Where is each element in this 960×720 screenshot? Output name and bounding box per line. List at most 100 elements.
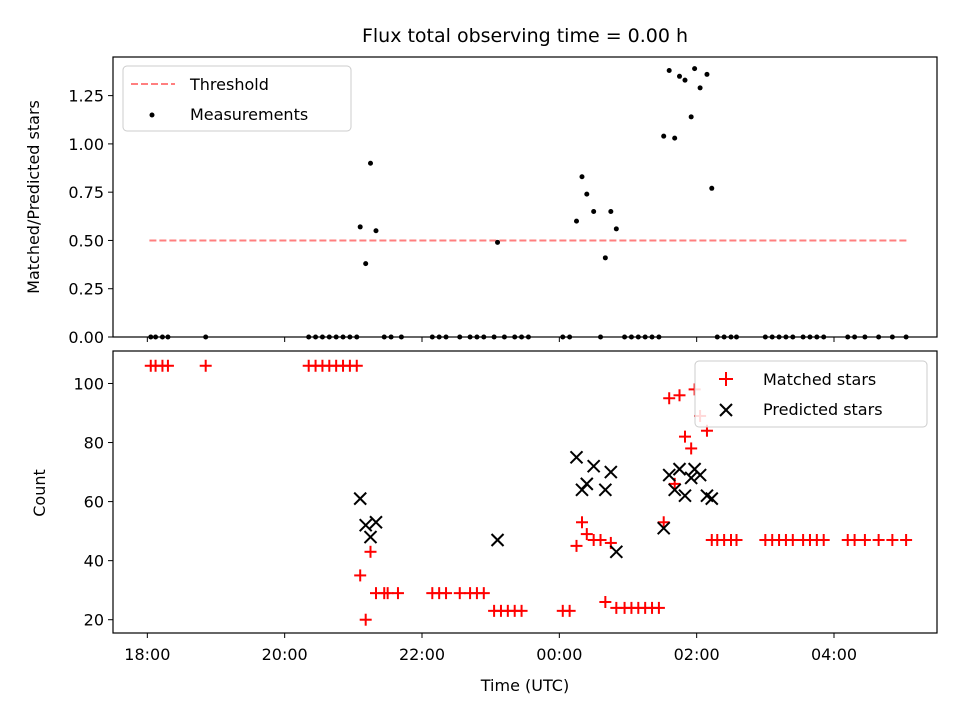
matched-stars-point xyxy=(364,545,377,558)
top-y-tick-label: 1.25 xyxy=(68,87,104,106)
measurements-point xyxy=(709,185,715,191)
measurements-legend-label: Measurements xyxy=(190,105,308,124)
predicted-stars-point xyxy=(662,468,676,482)
matched-stars-point xyxy=(663,392,676,405)
top-y-tick-label: 0.75 xyxy=(68,183,104,202)
measurements-point xyxy=(373,228,379,234)
matched-stars-point xyxy=(354,569,367,582)
predicted-stars-point xyxy=(672,462,687,476)
measurements-point xyxy=(357,224,363,230)
predicted-stars-point xyxy=(684,471,698,485)
measurements-point xyxy=(697,85,703,91)
matched-stars-point xyxy=(900,533,913,546)
bottom-y-tick-label: 40 xyxy=(84,552,104,571)
matched-stars-point xyxy=(515,604,528,617)
predicted-stars-point xyxy=(569,450,584,465)
predicted-stars-point xyxy=(604,465,618,479)
x-tick-label: 00:00 xyxy=(536,645,582,664)
matched-stars-point xyxy=(477,587,490,600)
matched-stars-point xyxy=(786,533,799,546)
matched-stars-point xyxy=(359,613,372,626)
chart-title: Flux total observing time = 0.00 h xyxy=(362,25,688,47)
top-panel: Flux total observing time = 0.00 h Match… xyxy=(24,25,938,347)
top-y-tick-label: 1.00 xyxy=(68,135,104,154)
measurements-point xyxy=(672,135,678,141)
matched-stars-point xyxy=(381,587,394,600)
matched-stars-point xyxy=(570,539,583,552)
bottom-y-tick-label: 100 xyxy=(73,374,104,393)
predicted-stars-point xyxy=(580,477,594,491)
matched-stars-point xyxy=(673,389,686,402)
measurements-point xyxy=(368,160,373,166)
bottom-y-axis-label: Count xyxy=(30,469,49,517)
matched-stars-point xyxy=(594,533,607,546)
matched-stars-point xyxy=(652,601,665,614)
x-tick-label: 04:00 xyxy=(811,645,857,664)
bottom-plot-area: 20 40 60 80 100 18:00 20:00 22:00 00:00 02:00 04:0… xyxy=(73,359,913,664)
top-y-tick-label: 0.25 xyxy=(68,280,104,299)
matched-stars-point xyxy=(657,516,670,529)
top-y-tick-label: 0.50 xyxy=(68,231,104,250)
matched-stars-point xyxy=(453,587,466,600)
predicted-legend-label: Predicted stars xyxy=(763,400,883,419)
measurements-point xyxy=(613,226,619,232)
predicted-stars-point xyxy=(598,483,613,497)
predicted-stars-point xyxy=(490,533,505,547)
top-axes-frame xyxy=(112,56,938,338)
predicted-stars-point xyxy=(656,521,671,535)
x-axis-label: Time (UTC) xyxy=(480,676,569,695)
bottom-y-tick-label: 20 xyxy=(84,611,104,630)
x-tick-label: 02:00 xyxy=(674,645,720,664)
matched-stars-point xyxy=(817,533,830,546)
bottom-panel: Count Time (UTC) 20 40 60 80 100 18:00 20:00 22… xyxy=(30,350,938,695)
matched-stars-point xyxy=(730,533,743,546)
top-legend: Threshold Measurements xyxy=(122,65,352,132)
predicted-stars-point xyxy=(353,491,367,506)
bottom-legend: Matched stars Predicted stars xyxy=(694,360,928,428)
predicted-stars-point xyxy=(369,515,383,529)
measurements-point xyxy=(692,66,698,72)
matched-stars-point xyxy=(563,604,576,617)
predicted-stars-point xyxy=(705,491,719,506)
matched-stars-point xyxy=(685,442,698,455)
bottom-y-tick-label: 60 xyxy=(84,493,104,512)
predicted-stars-point xyxy=(678,488,692,503)
x-tick-label: 18:00 xyxy=(124,645,170,664)
predicted-stars-point xyxy=(358,518,373,532)
predicted-stars-point xyxy=(667,483,682,497)
matched-stars-point xyxy=(391,587,404,600)
matched-stars-point xyxy=(599,595,612,608)
measurements-point xyxy=(608,208,614,214)
measurements-point xyxy=(495,239,501,245)
top-y-axis-label: Matched/Predicted stars xyxy=(24,100,43,294)
measurements-point xyxy=(704,71,710,77)
measurements-point xyxy=(363,261,369,267)
threshold-legend-label: Threshold xyxy=(189,75,269,94)
x-tick-label: 20:00 xyxy=(262,645,308,664)
matched-stars-point xyxy=(858,533,871,546)
matched-stars-point xyxy=(440,587,453,600)
matched-stars-point xyxy=(872,533,885,546)
measurements-point xyxy=(688,114,694,120)
matched-stars-point xyxy=(575,516,588,529)
matched-stars-point xyxy=(161,359,174,372)
predicted-stars-point xyxy=(609,545,624,559)
x-tick-label: 22:00 xyxy=(399,645,445,664)
bottom-y-tick-label: 80 xyxy=(84,434,104,453)
predicted-stars-point xyxy=(693,468,707,482)
measurements-point xyxy=(666,68,672,74)
measurements-point xyxy=(682,77,688,83)
matched-legend-label: Matched stars xyxy=(763,370,876,389)
measurements-point xyxy=(591,208,597,214)
measurements-point xyxy=(677,73,682,79)
matched-stars-point xyxy=(886,533,899,546)
predicted-legend-swatch xyxy=(719,403,733,417)
top-legend-box xyxy=(122,65,352,132)
predicted-stars-point xyxy=(363,530,378,544)
matched-legend-swatch xyxy=(719,372,733,386)
matched-stars-point xyxy=(199,359,212,372)
measurements-point xyxy=(574,218,579,224)
measurements-point xyxy=(661,133,667,139)
measurements-point xyxy=(584,191,590,197)
